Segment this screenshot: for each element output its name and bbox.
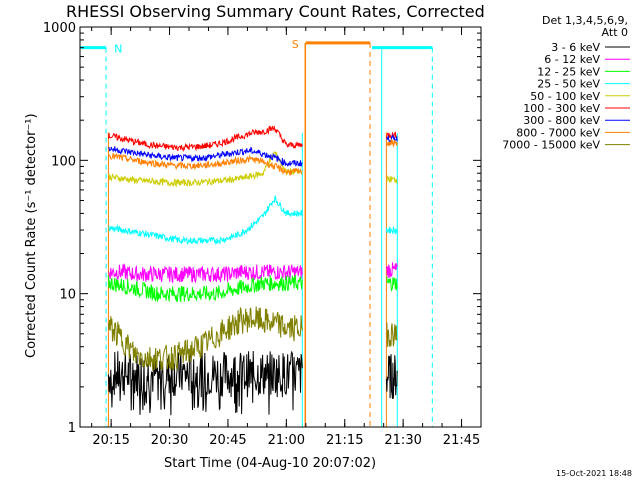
series-trace-segment-2 (385, 354, 398, 399)
y-tick-label: 10 (59, 288, 76, 303)
x-tick-label: 20:30 (151, 433, 188, 448)
x-tick-label: 20:45 (209, 433, 246, 448)
legend-label: 100 - 300 keV (523, 102, 600, 115)
plot-frame (79, 26, 482, 428)
series-trace-segment-2 (386, 175, 398, 184)
chart-title: RHESSI Observing Summary Count Rates, Co… (66, 2, 485, 21)
x-tick-label: 21:15 (326, 433, 363, 448)
series-12-25-kev (107, 274, 398, 304)
series-7000-15000-kev (107, 306, 398, 372)
saa-flag-label: S (292, 38, 299, 51)
series-trace-segment-2 (385, 139, 398, 148)
series-trace (107, 274, 303, 304)
series-800-7000-kev (107, 139, 398, 177)
legend-label: 50 - 100 keV (530, 90, 600, 103)
y-tick-label: 1 (68, 421, 76, 436)
series-25-50-kev (108, 195, 398, 246)
x-axis-label: Start Time (04-Aug-10 20:07:02) (164, 456, 376, 471)
series-trace (107, 151, 303, 188)
y-axis-label: Corrected Count Rate (s⁻¹ detector⁻¹) (24, 113, 39, 358)
series-50-100-kev (107, 151, 398, 188)
x-tick-label: 20:15 (92, 433, 129, 448)
series-trace (107, 125, 303, 153)
legend-label: 7000 - 15000 keV (502, 139, 600, 152)
y-axis: 1 10 100 1000 (43, 21, 481, 436)
x-tick-label: 21:45 (443, 433, 480, 448)
series-trace (107, 306, 303, 372)
series-6-12-kev (107, 262, 398, 284)
x-axis: 20:15 20:30 20:45 21:00 21:15 21:30 21:45 (91, 27, 480, 448)
series-3-6-kev (107, 350, 398, 416)
series-trace-segment-2 (385, 226, 398, 236)
y-tick-label: 1000 (43, 21, 76, 36)
legend-label: 3 - 6 keV (551, 41, 600, 54)
series-trace (108, 146, 303, 167)
series-trace (108, 195, 303, 246)
series-trace (107, 152, 303, 177)
x-tick-label: 21:30 (384, 433, 421, 448)
x-tick-label: 21:00 (268, 433, 305, 448)
legend-label: 300 - 800 keV (523, 114, 600, 127)
legend-label: 25 - 50 keV (537, 78, 600, 91)
series-100-300-kev (107, 125, 398, 153)
legend-label: 800 - 7000 keV (516, 126, 600, 139)
legend-label: 12 - 25 keV (537, 65, 600, 78)
legend-header: Att 0 (602, 26, 628, 39)
legend-header: Det 1,3,4,5,6,9, (542, 14, 628, 27)
y-tick-label: 100 (51, 154, 76, 169)
series-trace-segment-2 (385, 262, 398, 278)
series-trace-segment-2 (386, 322, 398, 348)
footer-timestamp: 15-Oct-2021 18:48 (556, 469, 632, 478)
series-trace (107, 350, 303, 416)
series-trace-segment-2 (386, 276, 398, 292)
legend-label: 6 - 12 keV (544, 53, 600, 66)
night-flag-label: N (114, 43, 122, 56)
series-trace (107, 262, 303, 284)
